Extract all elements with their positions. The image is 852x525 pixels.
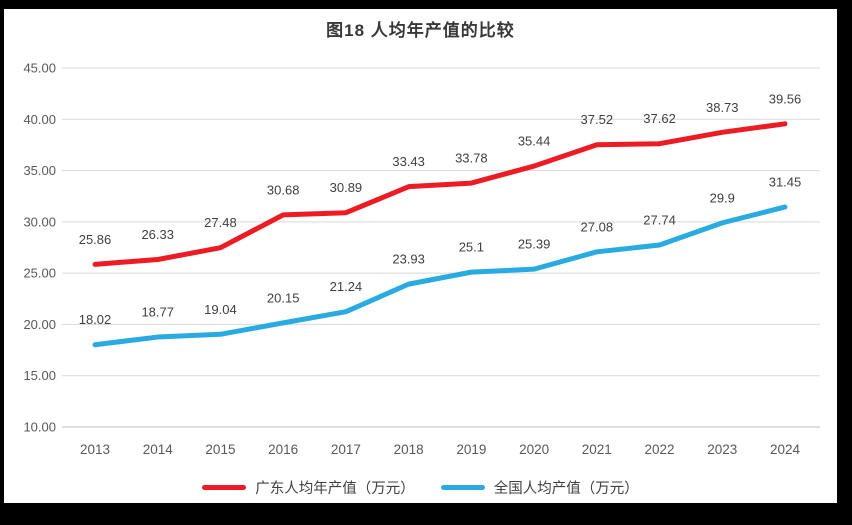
data-point-label: 18.77 [141, 305, 174, 320]
legend-item: 广东人均年产值（万元） [202, 477, 415, 498]
y-axis-tick-label: 40.00 [23, 112, 56, 127]
x-axis-category-label: 2024 [770, 442, 801, 457]
chart-legend: 广东人均年产值（万元） 全国人均产值（万元） [4, 475, 837, 499]
y-axis-tick-label: 25.00 [23, 266, 56, 281]
data-point-label: 33.43 [392, 154, 425, 169]
data-point-label: 31.45 [769, 174, 802, 189]
x-axis-category-label: 2015 [205, 442, 235, 457]
data-point-label: 39.56 [769, 91, 802, 106]
line-chart-plot: 10.00 15.00 20.00 25.00 30.00 35.00 40.00 45.00… [23, 61, 820, 457]
data-point-label: 27.08 [581, 219, 614, 234]
legend-label: 广东人均年产值（万元） [255, 480, 415, 497]
data-point-label: 25.39 [518, 237, 551, 252]
y-axis-tick-label: 15.00 [23, 368, 56, 383]
data-point-label: 26.33 [141, 227, 174, 242]
x-axis-category-label: 2023 [707, 442, 737, 457]
x-axis-category-label: 2017 [331, 442, 361, 457]
data-point-label: 20.15 [267, 290, 300, 305]
x-axis-category-label: 2019 [456, 442, 486, 457]
data-point-label: 29.9 [710, 190, 735, 205]
x-axis-category-label: 2020 [519, 442, 549, 457]
legend-label: 全国人均产值（万元） [493, 480, 639, 497]
data-point-label: 37.62 [643, 111, 676, 126]
x-axis-category-label: 2021 [582, 442, 612, 457]
legend-line-swatch [440, 484, 485, 490]
data-point-label: 27.48 [204, 215, 237, 230]
x-axis-category-label: 2014 [143, 442, 174, 457]
series-line [92, 121, 788, 267]
y-axis-tick-label: 35.00 [23, 163, 56, 178]
chart-title: 图18 人均年产值的比较 [326, 21, 515, 40]
data-point-label: 21.24 [330, 279, 363, 294]
data-point-label: 33.78 [455, 151, 488, 166]
data-point-label: 38.73 [706, 100, 739, 115]
y-axis-tick-label: 10.00 [23, 420, 56, 435]
y-axis-tick-label: 30.00 [23, 214, 56, 229]
x-axis-category-label: 2018 [394, 442, 424, 457]
data-point-label: 30.68 [267, 182, 300, 197]
x-axis-category-label: 2016 [268, 442, 298, 457]
data-point-label: 25.86 [79, 232, 112, 247]
data-point-label: 27.74 [643, 213, 676, 228]
data-point-label: 37.52 [581, 112, 614, 127]
chart-card: 10.00 15.00 20.00 25.00 30.00 35.00 40.00 45.00… [4, 9, 837, 503]
data-point-label: 35.44 [518, 134, 551, 149]
x-axis-category-label: 2013 [80, 442, 110, 457]
legend-item: 全国人均产值（万元） [440, 477, 639, 498]
data-point-label: 25.1 [459, 240, 484, 255]
y-axis-tick-label: 20.00 [23, 317, 56, 332]
data-point-label: 23.93 [392, 252, 425, 267]
x-axis-category-label: 2022 [645, 442, 675, 457]
data-point-label: 19.04 [204, 302, 237, 317]
legend-line-swatch [202, 484, 247, 490]
data-point-label: 18.02 [79, 312, 112, 327]
data-point-label: 30.89 [330, 180, 363, 195]
series-line [92, 204, 788, 348]
y-axis-tick-label: 45.00 [23, 61, 56, 76]
